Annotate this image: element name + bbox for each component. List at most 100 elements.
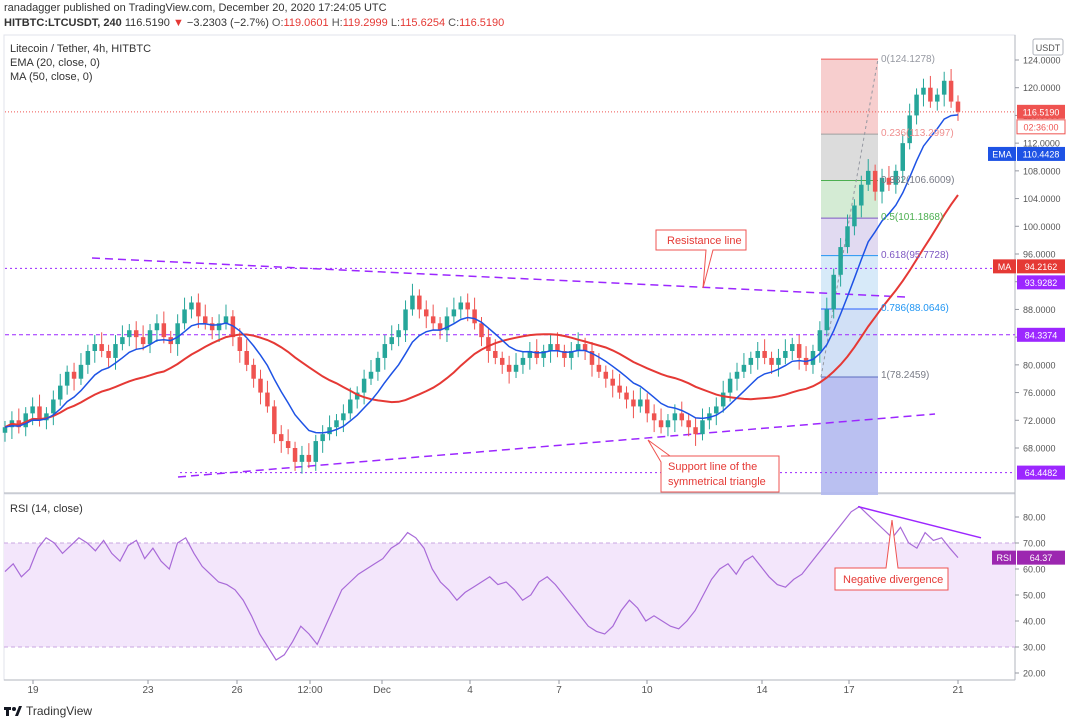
rsi-tick-label: 30.00 bbox=[1023, 643, 1046, 653]
candle bbox=[644, 399, 650, 414]
fib-label-382: 0.382(106.6009) bbox=[881, 175, 954, 186]
candle bbox=[907, 115, 912, 144]
rsi-tick-label: 80.00 bbox=[1023, 513, 1046, 523]
candle bbox=[817, 330, 823, 351]
candle bbox=[928, 87, 933, 102]
candle bbox=[64, 371, 70, 386]
low-value: 115.6254 bbox=[400, 17, 446, 29]
candle bbox=[755, 351, 760, 358]
candle bbox=[569, 351, 574, 358]
candle bbox=[382, 344, 388, 358]
candle bbox=[513, 364, 519, 372]
rsi-name-tag-box bbox=[992, 550, 1016, 565]
candle bbox=[306, 454, 312, 462]
candle bbox=[479, 323, 484, 338]
candle bbox=[147, 330, 153, 345]
candle bbox=[589, 351, 595, 365]
rsi-tick-label: 50.00 bbox=[1023, 591, 1046, 601]
support-label-line2: symmetrical triangle bbox=[668, 476, 766, 488]
candle bbox=[465, 302, 470, 310]
fib-label-786: 0.786(88.0646) bbox=[881, 303, 949, 314]
candle bbox=[161, 323, 167, 338]
open-value: 119.0601 bbox=[283, 17, 329, 29]
candle bbox=[575, 344, 581, 351]
candle bbox=[258, 378, 263, 393]
candle bbox=[175, 323, 180, 345]
time-tick-label: 21 bbox=[952, 685, 964, 696]
candle bbox=[182, 309, 187, 324]
candle bbox=[548, 344, 553, 351]
candle bbox=[762, 351, 767, 358]
candle bbox=[679, 413, 685, 421]
candle bbox=[23, 413, 28, 428]
candle bbox=[44, 413, 49, 421]
time-tick-label: 23 bbox=[142, 685, 154, 696]
footer-brand: TradingView bbox=[26, 704, 93, 718]
rsi-divergence-line bbox=[857, 505, 982, 539]
fib-zone-0.786 bbox=[821, 308, 878, 378]
candle bbox=[78, 364, 84, 379]
candle bbox=[120, 337, 125, 345]
candle bbox=[672, 413, 678, 421]
candle bbox=[935, 94, 940, 102]
candle bbox=[562, 351, 567, 358]
candle bbox=[424, 309, 429, 317]
high-label: H: bbox=[331, 17, 343, 29]
close-label: C: bbox=[448, 17, 460, 29]
ma-value-tag-text: 94.2162 bbox=[1025, 262, 1058, 272]
candle bbox=[223, 316, 229, 324]
candle bbox=[665, 420, 671, 428]
ohlc-header: HITBTC:LTCUSDT, 240 116.5190 ▼ −3.2303 (… bbox=[4, 17, 504, 29]
last-price-tag-box bbox=[1017, 104, 1065, 119]
time-tick-label: 7 bbox=[556, 685, 562, 696]
ma-value-tag-box bbox=[1017, 259, 1065, 274]
price-tick-label: 76.0000 bbox=[1023, 388, 1056, 398]
resistance-line bbox=[91, 257, 906, 298]
candle bbox=[327, 427, 332, 435]
candle bbox=[341, 413, 346, 421]
candle bbox=[451, 309, 457, 317]
candle bbox=[272, 406, 277, 435]
price-tick-label: 112.0000 bbox=[1023, 139, 1060, 149]
candle bbox=[900, 143, 905, 171]
ema-line bbox=[4, 114, 959, 434]
open-label: O: bbox=[271, 17, 284, 29]
support-callout[interactable]: Support line of the symmetrical triangle bbox=[647, 439, 780, 493]
countdown-tag-text: 02:36:00 bbox=[1023, 122, 1058, 132]
candle bbox=[410, 295, 415, 310]
chart-title: Litecoin / Tether, 4h, HITBTC bbox=[10, 43, 151, 55]
rsi-tick-label: 60.00 bbox=[1023, 565, 1046, 575]
candle bbox=[796, 344, 802, 358]
ema-value-tag-text: 110.4428 bbox=[1023, 149, 1060, 159]
candle bbox=[769, 357, 774, 365]
divergence-callout[interactable]: Negative divergence bbox=[834, 519, 949, 591]
currency-label: USDT bbox=[1036, 43, 1061, 53]
candle bbox=[334, 420, 339, 428]
level-84-tag-text: 84.3374 bbox=[1025, 330, 1058, 340]
candle bbox=[486, 337, 491, 351]
close-value: 116.5190 bbox=[459, 17, 505, 29]
low-label: L: bbox=[390, 17, 401, 29]
candle bbox=[472, 309, 477, 324]
candle bbox=[37, 406, 42, 421]
candle bbox=[154, 323, 160, 331]
candle bbox=[859, 184, 864, 206]
candle bbox=[831, 274, 836, 310]
candle bbox=[886, 177, 892, 185]
price-tick-label: 68.0000 bbox=[1023, 444, 1056, 454]
currency-box[interactable] bbox=[1032, 38, 1064, 56]
candle bbox=[444, 316, 450, 331]
divergence-label: Negative divergence bbox=[843, 574, 943, 586]
candle bbox=[748, 357, 754, 365]
last-price: 116.5190 bbox=[124, 17, 170, 29]
candle bbox=[527, 351, 533, 358]
candle bbox=[430, 316, 436, 324]
fib-extension-zone bbox=[821, 377, 878, 495]
resistance-callout[interactable]: Resistance line bbox=[655, 229, 747, 289]
ema-name-tag-text: EMA bbox=[992, 149, 1012, 159]
candle bbox=[92, 344, 98, 351]
candle bbox=[348, 399, 353, 414]
price-tick-label: 96.0000 bbox=[1023, 250, 1056, 260]
